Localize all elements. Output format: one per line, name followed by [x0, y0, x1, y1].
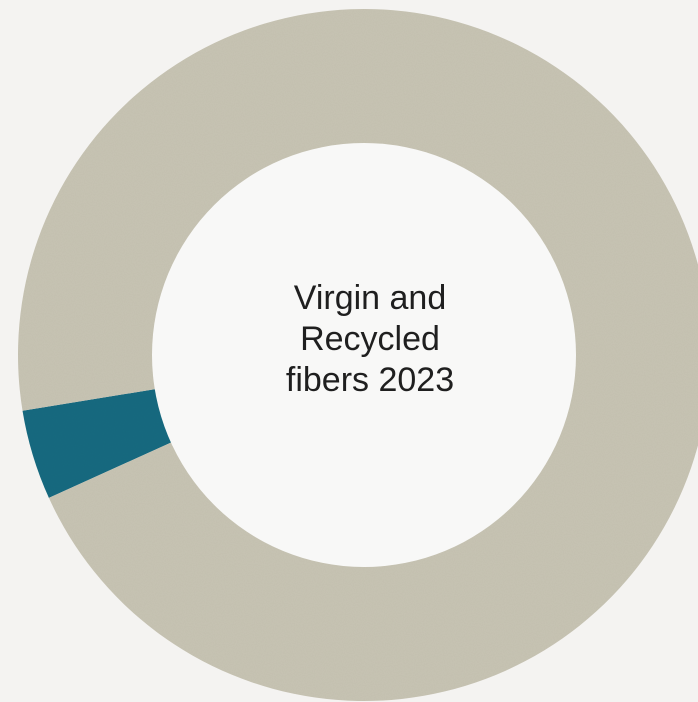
center-title-line-2: Recycled: [220, 319, 520, 360]
center-title-line-3: fibers 2023: [220, 360, 520, 401]
chart-center-title: Virgin and Recycled fibers 2023: [220, 278, 520, 400]
center-title-line-1: Virgin and: [220, 278, 520, 319]
